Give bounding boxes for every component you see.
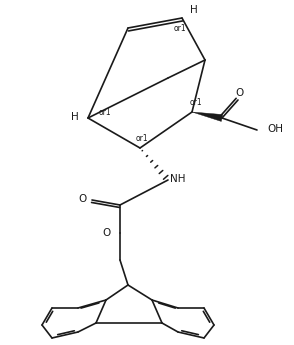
Text: or1: or1: [99, 108, 111, 117]
Text: or1: or1: [190, 98, 202, 107]
Polygon shape: [192, 112, 223, 121]
Text: or1: or1: [136, 134, 148, 142]
Text: NH: NH: [170, 174, 186, 184]
Text: H: H: [71, 112, 79, 122]
Text: O: O: [103, 228, 111, 238]
Text: H: H: [190, 5, 198, 15]
Text: or1: or1: [174, 23, 186, 32]
Text: OH: OH: [267, 124, 283, 134]
Text: O: O: [79, 194, 87, 204]
Text: O: O: [236, 88, 244, 98]
